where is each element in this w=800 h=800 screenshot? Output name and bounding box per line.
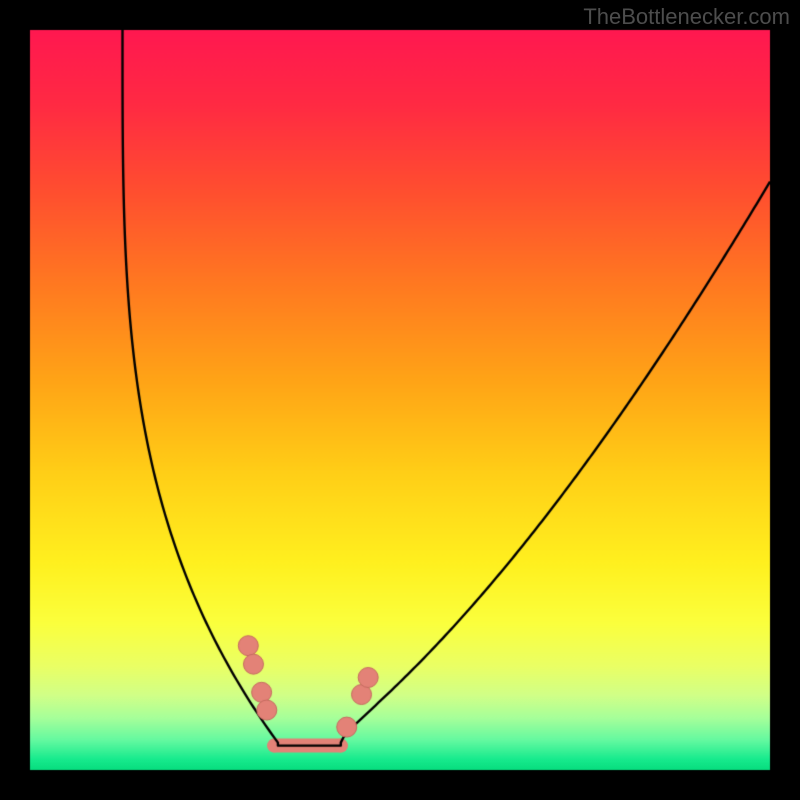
watermark-text: TheBottlenecker.com <box>583 4 790 30</box>
chart-container: TheBottlenecker.com <box>0 0 800 800</box>
bottleneck-valley-chart <box>0 0 800 800</box>
